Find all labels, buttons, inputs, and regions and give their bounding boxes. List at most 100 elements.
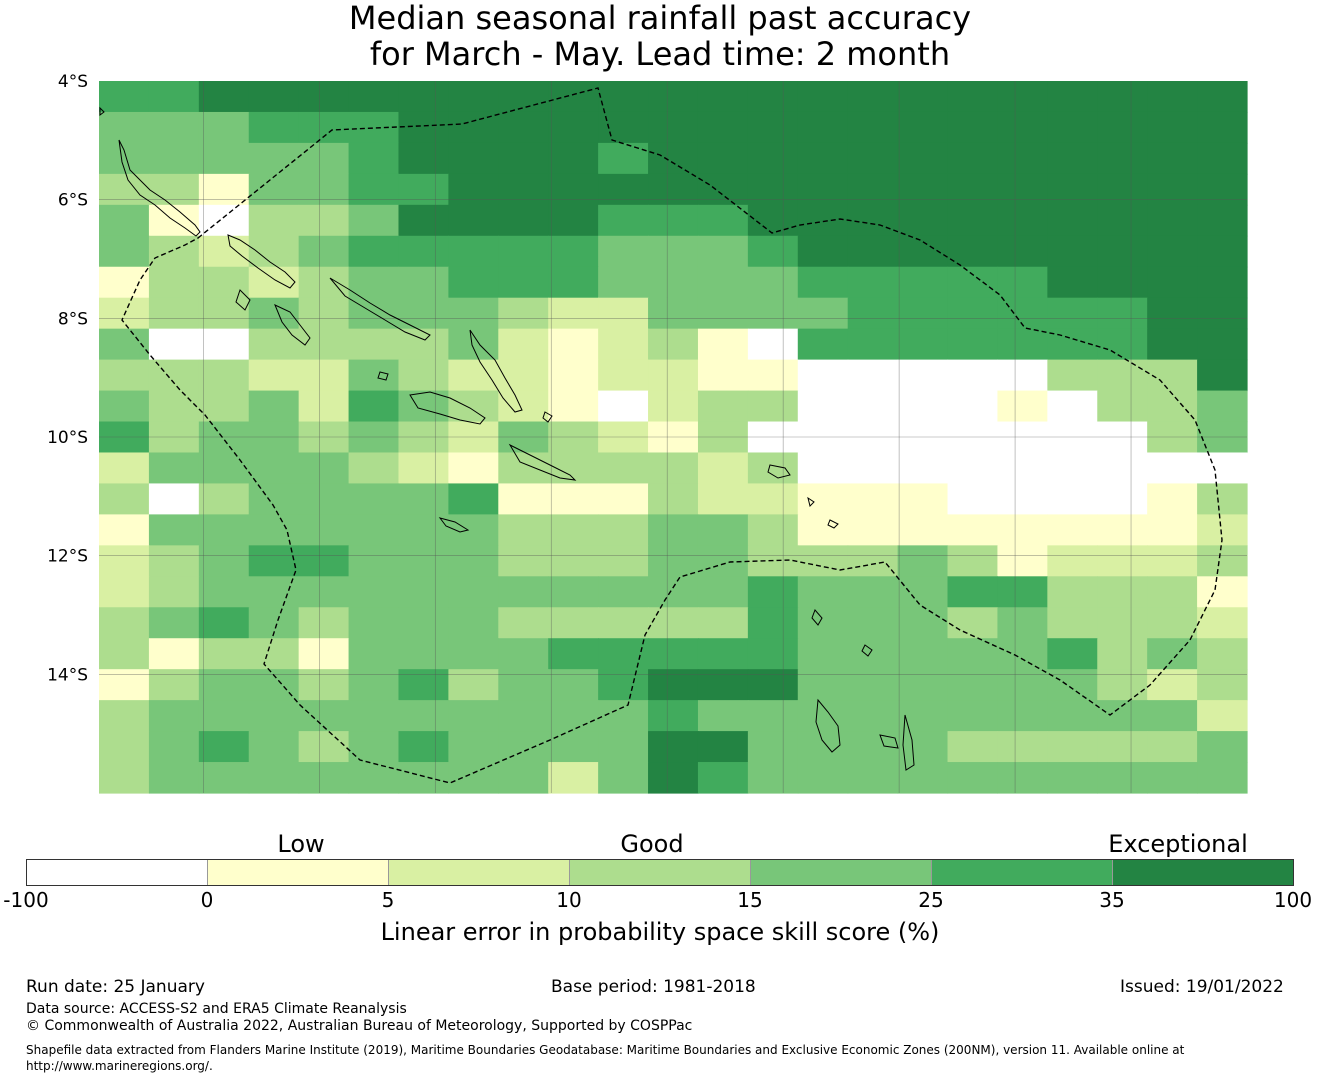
grid-cell (448, 142, 499, 175)
grid-cell (298, 669, 350, 701)
grid-cell (448, 545, 499, 577)
legend-group-exceptional: Exceptional (1108, 830, 1248, 858)
grid-cell (248, 81, 300, 113)
grid-cell (498, 81, 549, 113)
grid-cell (1147, 266, 1198, 299)
legend-swatch-0 (27, 860, 208, 885)
grid-cell (448, 700, 499, 732)
grid-cell (1097, 545, 1148, 577)
grid-cell (747, 576, 799, 608)
grid-cell (797, 390, 849, 423)
grid-cell (648, 142, 699, 175)
grid-cell (847, 328, 899, 361)
legend-group-low: Low (277, 830, 325, 858)
grid-cell (897, 173, 949, 206)
grid-cell (148, 762, 200, 794)
grid-cell (897, 390, 949, 423)
grid-cell (498, 514, 549, 546)
grid-cell (598, 545, 649, 577)
legend-tick: 100 (1273, 888, 1313, 912)
grid-cell (847, 514, 899, 546)
grid-cell (548, 731, 599, 763)
grid-cell (548, 390, 599, 423)
grid-cell (598, 669, 649, 701)
rainfall-skill-map: 4°S6°S8°S10°S12°S14°S156°E158°E160°E162°… (47, 72, 1248, 794)
grid-cell (697, 297, 749, 330)
grid-cell (697, 669, 749, 701)
grid-cell (148, 545, 200, 577)
grid-cell (1197, 81, 1248, 113)
bougainville-coast (227, 234, 296, 289)
grid-cell (598, 762, 649, 794)
grid-cell (298, 514, 350, 546)
grid-cell (697, 638, 749, 670)
grid-cell (398, 638, 449, 670)
grid-cell (498, 762, 549, 794)
grid-cell (398, 81, 449, 113)
grid-cell (797, 576, 849, 608)
grid-cell (997, 111, 1048, 144)
new-georgia-coast (235, 289, 251, 311)
grid-cell (1047, 669, 1098, 701)
grid-cell (148, 266, 200, 299)
grid-cell (398, 111, 449, 144)
grid-cell (897, 700, 949, 732)
rennell-coast (438, 517, 470, 533)
grid-cell (1197, 142, 1248, 175)
grid-cell (947, 545, 999, 577)
grid-cell (148, 359, 200, 392)
grid-cell (997, 452, 1048, 485)
grid-cell (198, 142, 250, 175)
grid-cell (1147, 731, 1198, 763)
grid-cell (348, 235, 400, 268)
grid-cell (1147, 483, 1198, 515)
grid-cell (897, 297, 949, 330)
grid-cell (1147, 576, 1198, 608)
grid-cell (1047, 731, 1098, 763)
grid-cell (697, 576, 749, 608)
grid-cell (997, 328, 1048, 361)
grid-cell (648, 204, 699, 237)
shapefile-credit-line1: Shapefile data extracted from Flanders M… (26, 1043, 1185, 1057)
grid-cell (897, 607, 949, 639)
grid-cell (697, 204, 749, 237)
grid-cell (448, 266, 499, 299)
grid-cell (448, 731, 499, 763)
grid-cell (1047, 483, 1098, 515)
grid-cell (1147, 204, 1198, 237)
grid-cell (1147, 669, 1198, 701)
grid-cell (198, 297, 250, 330)
data-source: Data source: ACCESS-S2 and ERA5 Climate … (26, 1001, 407, 1017)
small-isle-2 (542, 411, 553, 423)
grid-cell (298, 390, 350, 423)
grid-cell (348, 576, 400, 608)
grid-cell (598, 266, 649, 299)
grid-cell (398, 266, 449, 299)
grid-cell (398, 669, 449, 701)
grid-cell (1047, 142, 1098, 175)
grid-cell (1197, 111, 1248, 144)
grid-cell (398, 700, 449, 732)
grid-cell (248, 111, 300, 144)
legend-swatch-6 (1113, 860, 1293, 885)
graticule (99, 81, 1247, 793)
grid-cell (348, 514, 400, 546)
guadalcanal-coast (409, 391, 486, 425)
grid-cell (747, 297, 799, 330)
grid-cell (847, 359, 899, 392)
grid-cell (797, 204, 849, 237)
grid-cell (248, 173, 300, 206)
grid-cell (897, 235, 949, 268)
grid-cell (847, 762, 899, 794)
grid-cell (1197, 266, 1248, 299)
grid-cell (198, 731, 250, 763)
latitude-label: 8°S (58, 309, 88, 329)
legend-swatch-2 (389, 860, 570, 885)
grid-cell (1097, 607, 1148, 639)
santa-isabel-coast (274, 304, 311, 346)
grid-cell (1197, 297, 1248, 330)
grid-cell (947, 142, 999, 175)
grid-cell (847, 483, 899, 515)
grid-cell (198, 173, 250, 206)
grid-cell (198, 111, 250, 144)
